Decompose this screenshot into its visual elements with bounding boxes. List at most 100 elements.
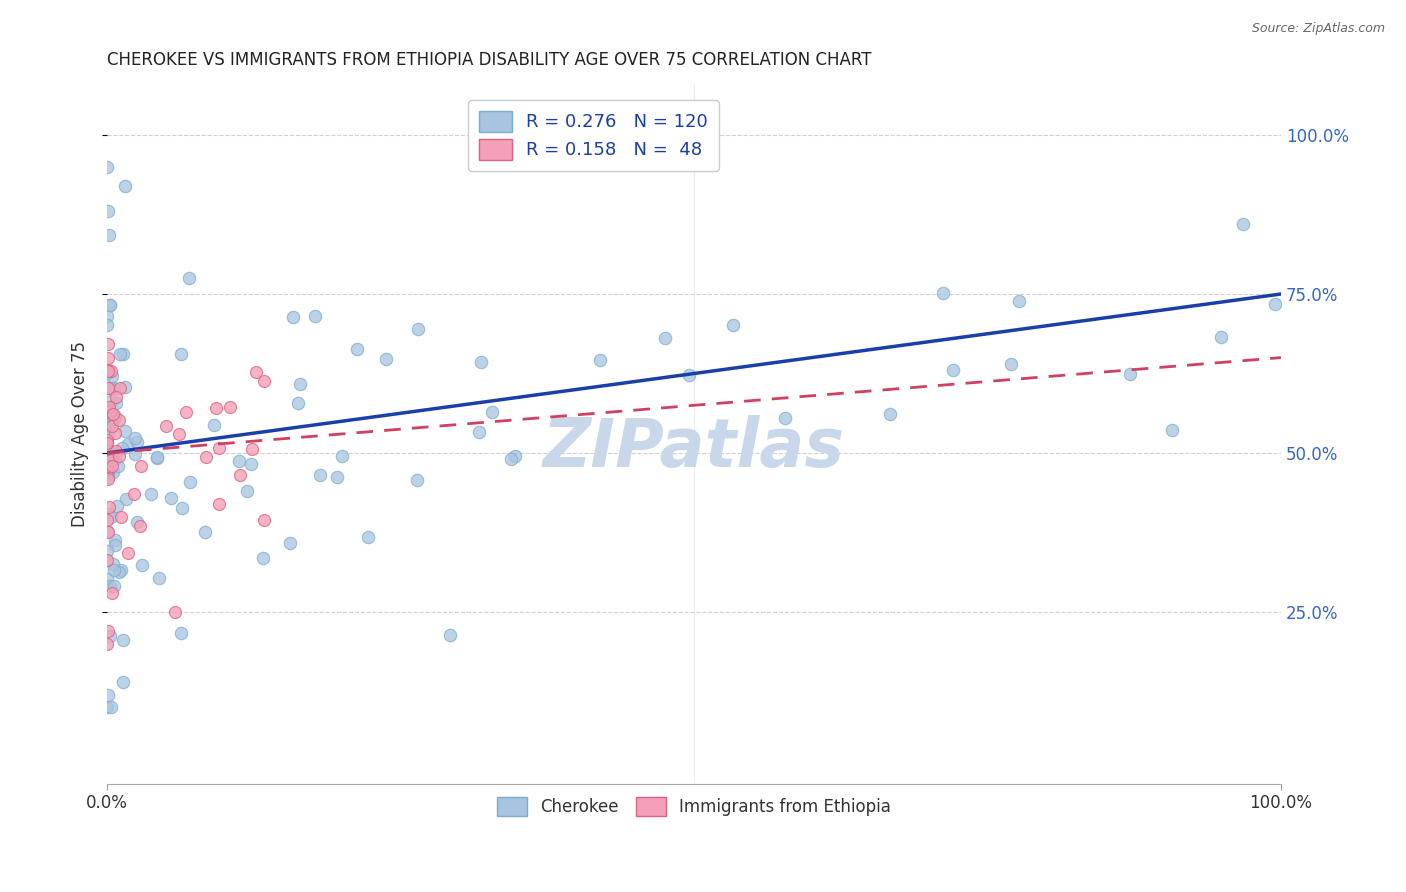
- Point: [114, 178, 136, 193]
- Point: [208, 442, 231, 456]
- Point: [405, 473, 427, 487]
- Point: [101, 447, 124, 461]
- Point: [287, 395, 309, 409]
- Point: [97, 525, 120, 540]
- Point: [96, 513, 118, 527]
- Point: [96, 637, 118, 651]
- Point: [103, 411, 125, 425]
- Point: [253, 513, 276, 527]
- Point: [97, 472, 120, 486]
- Point: [110, 510, 132, 524]
- Point: [325, 470, 347, 484]
- Point: [96, 436, 118, 450]
- Point: [167, 427, 190, 442]
- Point: [98, 578, 121, 592]
- Point: [101, 586, 124, 600]
- Point: [97, 469, 120, 483]
- Point: [107, 459, 129, 474]
- Point: [96, 160, 118, 174]
- Point: [481, 405, 503, 419]
- Point: [245, 365, 267, 379]
- Point: [96, 458, 118, 473]
- Point: [879, 407, 901, 421]
- Point: [439, 628, 461, 642]
- Point: [114, 425, 136, 439]
- Point: [252, 551, 274, 566]
- Point: [202, 418, 225, 433]
- Point: [129, 459, 152, 474]
- Point: [101, 459, 124, 474]
- Point: [100, 298, 122, 312]
- Point: [96, 507, 118, 521]
- Point: [101, 407, 124, 421]
- Point: [406, 322, 429, 336]
- Point: [101, 419, 124, 434]
- Point: [253, 374, 276, 388]
- Point: [101, 465, 124, 479]
- Point: [654, 331, 676, 345]
- Point: [96, 401, 118, 416]
- Point: [100, 700, 122, 714]
- Point: [117, 437, 139, 451]
- Point: [194, 450, 217, 464]
- Point: [129, 519, 152, 533]
- Point: [1161, 423, 1184, 437]
- Point: [96, 436, 118, 450]
- Point: [104, 391, 127, 405]
- Point: [97, 204, 120, 219]
- Point: [97, 227, 120, 242]
- Point: [304, 310, 326, 324]
- Point: [111, 347, 134, 361]
- Point: [100, 393, 122, 408]
- Point: [114, 380, 136, 394]
- Point: [108, 347, 131, 361]
- Point: [773, 410, 796, 425]
- Point: [98, 404, 121, 418]
- Point: [721, 318, 744, 332]
- Point: [240, 457, 263, 471]
- Point: [160, 491, 183, 505]
- Point: [468, 425, 491, 439]
- Point: [1119, 367, 1142, 381]
- Point: [96, 366, 118, 380]
- Point: [229, 467, 252, 482]
- Point: [96, 462, 118, 476]
- Point: [98, 413, 121, 427]
- Point: [104, 426, 127, 441]
- Point: [155, 419, 177, 434]
- Point: [139, 486, 162, 500]
- Point: [96, 553, 118, 567]
- Point: [204, 401, 226, 415]
- Point: [104, 444, 127, 458]
- Point: [932, 285, 955, 300]
- Point: [127, 435, 149, 450]
- Point: [98, 298, 121, 312]
- Point: [278, 535, 301, 549]
- Point: [470, 355, 492, 369]
- Point: [96, 572, 118, 586]
- Point: [100, 453, 122, 467]
- Point: [108, 450, 131, 464]
- Point: [172, 500, 194, 515]
- Point: [375, 351, 398, 366]
- Point: [589, 353, 612, 368]
- Point: [179, 271, 201, 285]
- Point: [104, 538, 127, 552]
- Point: [208, 497, 231, 511]
- Point: [228, 454, 250, 468]
- Point: [194, 524, 217, 539]
- Point: [96, 454, 118, 468]
- Point: [96, 440, 118, 454]
- Point: [179, 475, 201, 489]
- Point: [104, 533, 127, 547]
- Point: [108, 381, 131, 395]
- Point: [96, 451, 118, 466]
- Point: [103, 557, 125, 571]
- Point: [104, 409, 127, 423]
- Point: [236, 483, 259, 498]
- Point: [112, 633, 135, 648]
- Point: [145, 450, 167, 465]
- Point: [110, 563, 132, 577]
- Point: [97, 351, 120, 365]
- Point: [103, 381, 125, 395]
